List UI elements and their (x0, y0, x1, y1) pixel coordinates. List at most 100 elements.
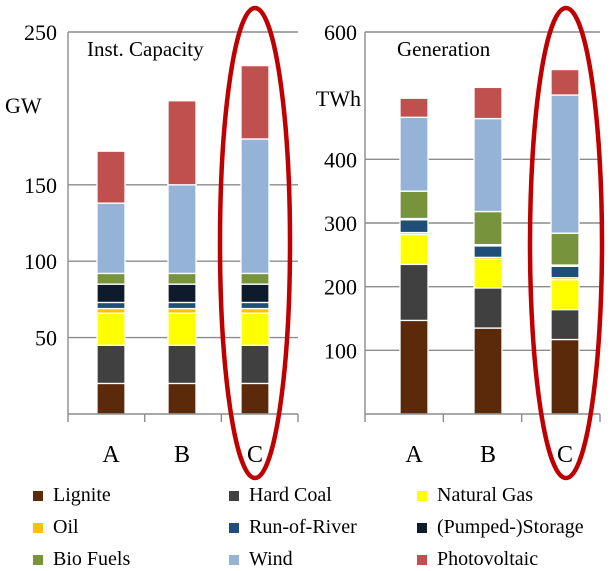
legend-label: Run-of-River (249, 516, 357, 538)
pumped-storage-swatch (417, 522, 427, 533)
legend: Lignite Hard Coal Natural Gas Oil Run-of… (28, 478, 611, 571)
chart-title: Inst. Capacity (87, 37, 204, 61)
legend-label: Bio Fuels (53, 548, 131, 570)
bar-segment-lignite-b (167, 382, 197, 415)
legend-label: (Pumped-)Storage (437, 516, 584, 538)
oil-swatch (33, 522, 43, 533)
legend-item-lignite: Lignite (33, 484, 111, 507)
bar-segment-natural-gas-c (240, 312, 270, 346)
bar-segment-photovoltaic-b (473, 86, 503, 120)
bar-segment-lignite-a (96, 382, 126, 415)
bar-segment-lignite-a (399, 319, 429, 415)
legend-item-natural-gas: Natural Gas (417, 484, 533, 507)
bar-segment-bio-fuels-b (167, 272, 197, 285)
run-of-river-swatch (229, 522, 239, 533)
bar-segment-hard-coal-c (240, 344, 270, 385)
bar-segment-wind-c (550, 94, 580, 234)
bar-segment-natural-gas-b (167, 312, 197, 346)
highlight-ellipse (217, 5, 293, 481)
y-tick-label: 200 (324, 275, 357, 300)
bar-segment-bio-fuels-a (399, 190, 429, 220)
bar-segment-oil-a (96, 307, 126, 314)
y-tick-label: 150 (24, 173, 57, 198)
bar-segment-run-of-river-c (550, 265, 580, 279)
bar-segment-hard-coal-b (473, 287, 503, 329)
wind-swatch (229, 554, 239, 565)
bar-segment-natural-gas-c (550, 279, 580, 311)
bar-segment-run-of-river-b (167, 301, 197, 310)
bar-segment-bio-fuels-a (96, 272, 126, 285)
legend-item-hard-coal: Hard Coal (229, 484, 332, 507)
x-tick-label: C (557, 442, 573, 468)
bar-segment-hard-coal-b (167, 344, 197, 385)
x-tick-label: A (405, 442, 423, 468)
hard-coal-swatch (229, 490, 239, 501)
bar-segment-run-of-river-a (96, 301, 126, 310)
bar-segment-run-of-river-b (473, 245, 503, 259)
bar-segment-wind-a (399, 116, 429, 192)
bar-segment-lignite-c (550, 338, 580, 415)
bar-segment-oil-b (167, 307, 197, 314)
lignite-swatch (33, 490, 43, 501)
legend-item-oil: Oil (33, 516, 79, 539)
bar-segment-wind-c (240, 138, 270, 275)
bar-segment-run-of-river-c (240, 301, 270, 310)
bar-segment-pumped-storage-c (240, 283, 270, 304)
y-tick-label: 100 (24, 249, 57, 274)
generation-chart: 100 200 300 400 600 A B C Generation TWh (316, 5, 605, 481)
y-tick-label: 400 (324, 147, 357, 172)
bar-segment-bio-fuels-c (240, 272, 270, 285)
bar-segment-lignite-b (473, 327, 503, 415)
y-axis-unit-label: GW (5, 93, 42, 118)
bar-segment-pumped-storage-b (167, 283, 197, 304)
bar-segment-oil-c (240, 307, 270, 314)
chart-title: Generation (397, 37, 491, 61)
bar-segment-wind-b (473, 117, 503, 213)
bar-segment-photovoltaic-c (240, 64, 270, 140)
natural-gas-swatch (417, 490, 427, 501)
bar-segment-hard-coal-c (550, 308, 580, 341)
legend-label: Lignite (53, 484, 111, 506)
y-tick-label: 50 (35, 326, 57, 351)
capacity-chart: 50 100 150 250 A B C Inst. Capacity GW (5, 5, 299, 481)
bar-segment-photovoltaic-a (96, 150, 126, 204)
legend-item-run-of-river: Run-of-River (229, 516, 357, 539)
bar-segment-bio-fuels-b (473, 210, 503, 246)
bar-segment-pumped-storage-a (96, 283, 126, 304)
bar-segment-run-of-river-a (399, 219, 429, 234)
bar-segment-bio-fuels-c (550, 232, 580, 266)
bar-segment-photovoltaic-b (167, 100, 197, 186)
x-tick-label: A (102, 442, 120, 468)
y-tick-label: 100 (324, 338, 357, 363)
legend-label: Oil (53, 516, 79, 538)
x-tick-label: C (247, 442, 263, 468)
bar-segment-wind-b (167, 184, 197, 275)
legend-item-bio-fuels: Bio Fuels (33, 548, 130, 571)
photovoltaic-swatch (417, 554, 427, 565)
bar-segment-natural-gas-a (399, 233, 429, 266)
bar-segment-wind-a (96, 202, 126, 275)
bar-segment-photovoltaic-c (550, 68, 580, 96)
highlight-ellipse (527, 5, 605, 481)
legend-label: Hard Coal (249, 484, 332, 506)
legend-item-pumped-storage: (Pumped-)Storage (417, 516, 584, 539)
bar-segment-natural-gas-b (473, 258, 503, 289)
y-axis-unit-label: TWh (316, 86, 361, 111)
y-tick-label: 600 (324, 20, 357, 45)
bar-segment-lignite-c (240, 382, 270, 415)
bio-fuels-swatch (33, 554, 43, 565)
y-tick-label: 250 (24, 20, 57, 45)
x-tick-label: B (174, 442, 190, 468)
bar-segment-hard-coal-a (399, 263, 429, 322)
y-tick-label: 300 (324, 211, 357, 236)
legend-item-photovoltaic: Photovoltaic (417, 548, 538, 571)
legend-item-wind: Wind (229, 548, 293, 571)
legend-label: Wind (249, 548, 293, 570)
legend-label: Photovoltaic (437, 548, 539, 570)
bar-segment-hard-coal-a (96, 344, 126, 385)
legend-label: Natural Gas (437, 484, 534, 506)
bar-segment-photovoltaic-a (399, 97, 429, 118)
bar-segment-natural-gas-a (96, 312, 126, 346)
x-tick-label: B (480, 442, 496, 468)
